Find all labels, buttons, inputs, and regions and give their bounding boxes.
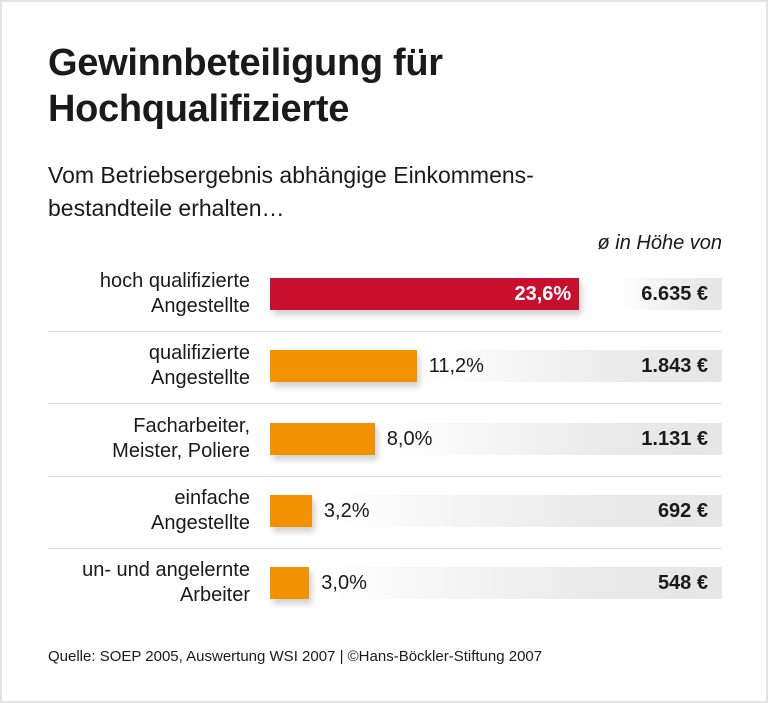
amount-background xyxy=(618,278,722,310)
row-divider xyxy=(48,403,722,405)
bar-value-label: 3,0% xyxy=(321,572,367,595)
amount-background xyxy=(384,422,722,455)
category-label-line: einfache xyxy=(174,486,250,509)
bar-value-label: 8,0% xyxy=(386,427,433,450)
bar-row: un- und angelernte Arbeiter 3,0% 548 € xyxy=(2,553,766,625)
average-amount: 1.843 € xyxy=(641,355,708,378)
column-header: ø in Höhe von xyxy=(597,232,722,254)
bar-value-label: 11,2% xyxy=(428,355,484,378)
subtitle-line-2: bestandteile erhalten… xyxy=(48,195,285,221)
category-label-line: un- und angelernte xyxy=(82,559,250,582)
bar-value-label: 3,2% xyxy=(323,499,370,522)
category-label-line: Angestellte xyxy=(151,367,250,390)
source-note: Quelle: SOEP 2005, Auswertung WSI 2007 |… xyxy=(48,648,543,665)
category-label: Facharbeiter, Meister, Poliere xyxy=(10,414,250,464)
bar-row: hoch qualifizierte Angestellte 23,6% 6.6… xyxy=(2,264,766,336)
category-label-line: hoch qualifizierte xyxy=(99,270,250,292)
category-label-line: Meister, Poliere xyxy=(112,439,250,462)
title-text: Gewinnbeteiligung für Hochqualifizierte xyxy=(48,42,443,130)
bar xyxy=(270,567,310,600)
subtitle-line-1: Vom Betriebsergebnis abhängige Einkommen… xyxy=(48,162,534,188)
row-divider xyxy=(48,475,722,477)
row-divider xyxy=(48,547,722,549)
category-label: un- und angelernte Arbeiter xyxy=(10,558,250,608)
average-amount: 548 € xyxy=(657,572,708,595)
category-label-line: Facharbeiter, xyxy=(133,414,250,437)
category-label: qualifizierte Angestellte xyxy=(10,341,250,391)
average-amount: 1.131 € xyxy=(641,427,708,450)
category-label-line: Arbeiter xyxy=(179,584,250,607)
bar xyxy=(270,278,580,310)
bar xyxy=(270,422,375,455)
amount-background xyxy=(319,567,722,600)
category-label-line: Angestellte xyxy=(151,511,250,534)
bar-value-label: 23,6% xyxy=(514,283,572,305)
category-label-line: qualifizierte xyxy=(148,342,250,365)
category-label: einfache Angestellte xyxy=(10,486,250,536)
bar-row: einfache Angestellte 3,2% 692 € xyxy=(2,481,766,553)
chart-subtitle: Vom Betriebsergebnis abhängige Einkommen… xyxy=(48,159,534,225)
category-label: hoch qualifizierte Angestellte xyxy=(10,269,250,319)
average-amount: 6.635 € xyxy=(641,283,708,305)
bar-row: qualifizierte Angestellte 11,2% 1.843 € xyxy=(2,336,766,408)
bar xyxy=(270,494,312,527)
bar-row: Facharbeiter, Meister, Poliere 8,0% 1.13… xyxy=(2,409,766,481)
average-amount: 692 € xyxy=(657,499,708,522)
chart-title: Gewinnbeteiligung für Hochqualifizierte xyxy=(48,40,518,132)
category-label-line: Angestellte xyxy=(151,295,250,317)
row-divider xyxy=(48,331,722,332)
bar xyxy=(270,350,417,383)
amount-background xyxy=(426,350,722,383)
amount-background xyxy=(321,494,722,527)
